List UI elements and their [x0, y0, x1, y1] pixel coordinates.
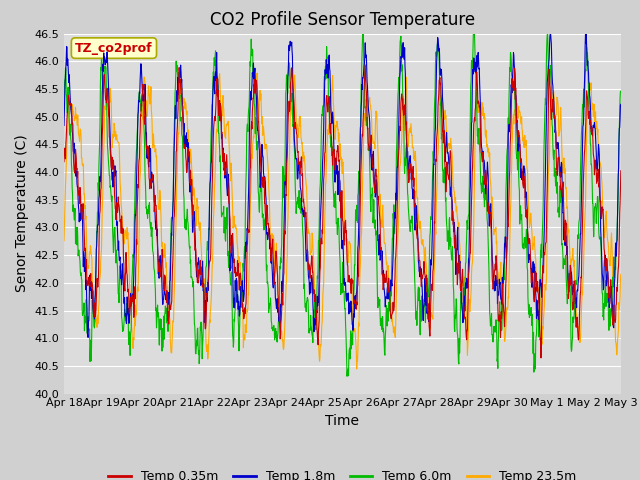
Temp 0.35m [103, 85, 111, 91]
Temp 23.5m [103, 98, 111, 104]
Temp 23.5m [318, 320, 326, 325]
Line: Temp 1.8m: Temp 1.8m [64, 34, 621, 337]
Temp 6.0m [308, 330, 316, 336]
Temp 0.35m [362, 62, 369, 68]
Temp 1.8m [126, 299, 134, 305]
Temp 1.8m [617, 101, 625, 107]
Temp 23.5m [297, 122, 305, 128]
Temp 23.5m [253, 70, 261, 76]
Temp 1.8m [547, 31, 554, 36]
Temp 1.8m [60, 122, 68, 128]
Temp 23.5m [353, 366, 360, 372]
Temp 0.35m [537, 355, 545, 361]
Temp 6.0m [378, 326, 385, 332]
Temp 23.5m [60, 238, 68, 244]
Temp 6.0m [343, 373, 351, 379]
Temp 23.5m [617, 272, 625, 277]
Temp 0.35m [378, 245, 385, 251]
Temp 6.0m [103, 122, 111, 128]
Temp 6.0m [318, 111, 326, 117]
Line: Temp 6.0m: Temp 6.0m [64, 34, 621, 376]
Line: Temp 0.35m: Temp 0.35m [64, 65, 621, 358]
Temp 23.5m [308, 230, 316, 236]
Temp 0.35m [296, 158, 304, 164]
Text: TZ_co2prof: TZ_co2prof [75, 42, 153, 55]
Legend: Temp 0.35m, Temp 1.8m, Temp 6.0m, Temp 23.5m: Temp 0.35m, Temp 1.8m, Temp 6.0m, Temp 2… [103, 465, 582, 480]
Temp 0.35m [60, 159, 68, 165]
Temp 0.35m [126, 307, 134, 313]
Title: CO2 Profile Sensor Temperature: CO2 Profile Sensor Temperature [210, 11, 475, 29]
Temp 1.8m [378, 250, 385, 255]
Temp 1.8m [308, 275, 316, 281]
Temp 1.8m [84, 335, 92, 340]
Temp 6.0m [617, 88, 625, 94]
Temp 6.0m [126, 336, 134, 342]
Y-axis label: Senor Temperature (C): Senor Temperature (C) [15, 135, 29, 292]
Line: Temp 23.5m: Temp 23.5m [64, 73, 621, 369]
Temp 0.35m [318, 241, 326, 247]
Temp 6.0m [296, 197, 304, 203]
Temp 6.0m [359, 31, 367, 36]
X-axis label: Time: Time [325, 414, 360, 428]
Temp 6.0m [60, 96, 68, 101]
Temp 1.8m [318, 177, 326, 182]
Temp 23.5m [126, 288, 134, 293]
Temp 1.8m [297, 186, 305, 192]
Temp 1.8m [104, 56, 111, 62]
Temp 23.5m [378, 220, 385, 226]
Temp 0.35m [617, 168, 625, 174]
Temp 0.35m [308, 253, 316, 259]
